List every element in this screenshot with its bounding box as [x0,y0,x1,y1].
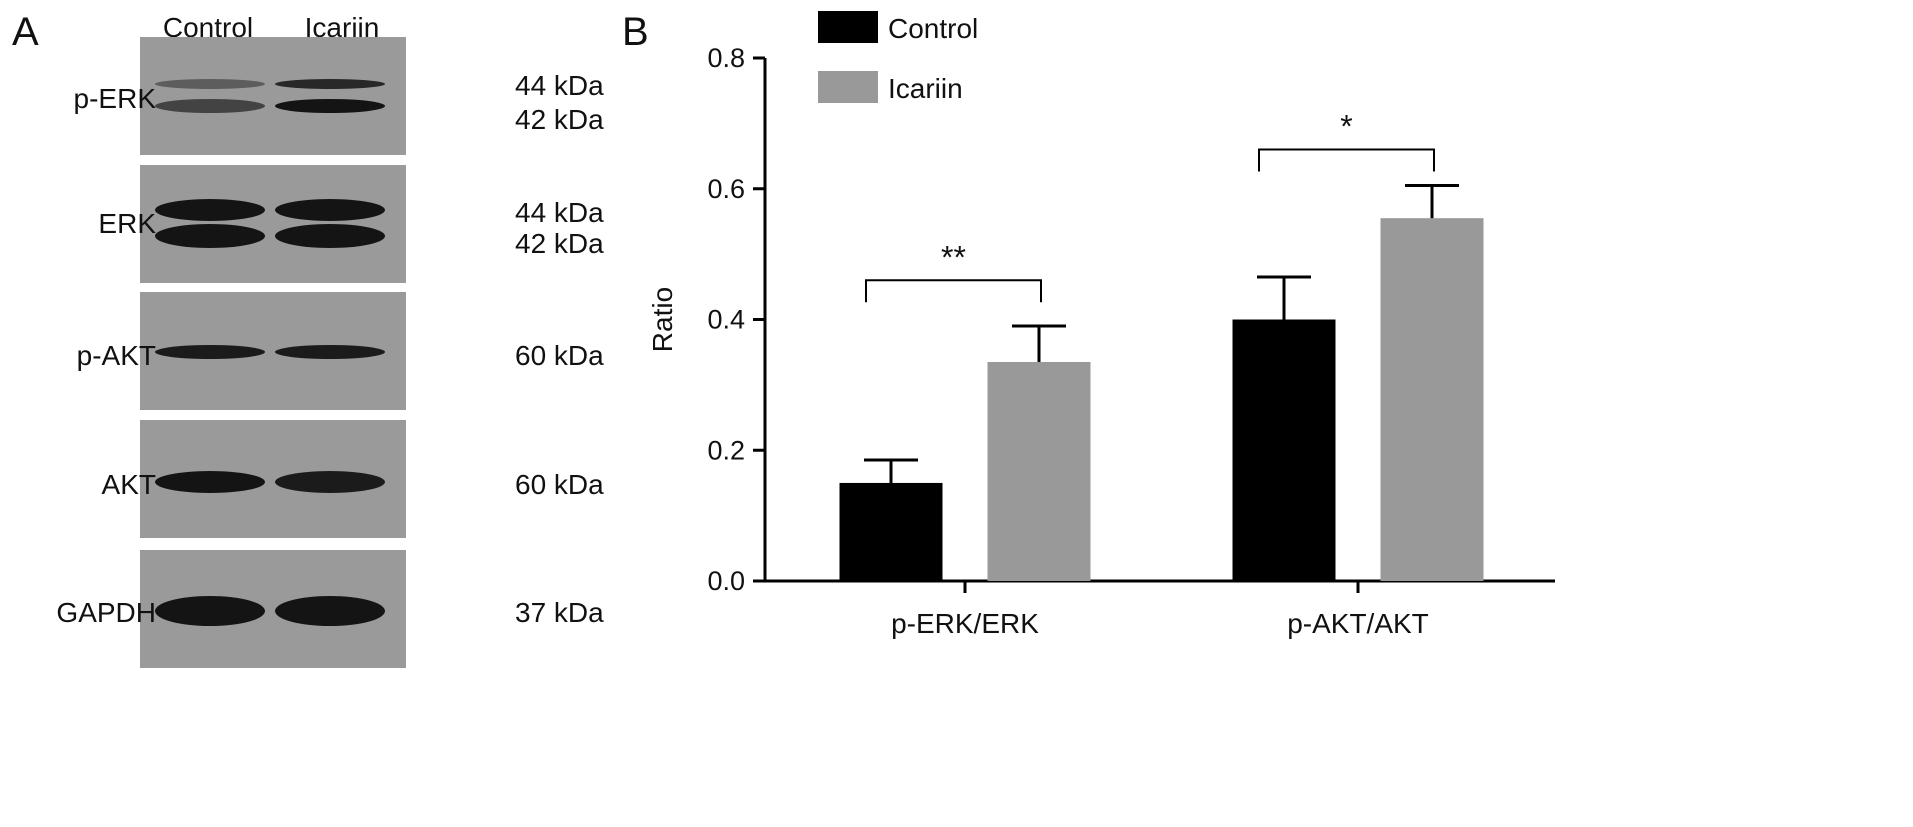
kda-marker-erk-44: 44 kDa [515,197,604,228]
legend-label-control: Control [888,13,978,44]
blot-label-p-akt: p-AKT [76,340,156,371]
y-axis-label: Ratio [647,287,678,352]
significance-bracket [1258,148,1435,172]
band-p-akt-60-icariin [275,345,385,359]
band-akt-60-control [155,471,265,493]
y-tick-label: 0.4 [707,305,745,335]
band-p-erk-44-control [155,79,265,89]
kda-marker-p-erk-44: 44 kDa [515,70,604,101]
panel-b-letter: B [622,10,649,54]
significance-label: * [1340,109,1352,145]
kda-marker-erk-42: 42 kDa [515,228,604,259]
blot-label-gapdh: GAPDH [56,597,156,628]
y-tick-label: 0.2 [707,435,745,465]
legend-swatch-icariin [818,71,878,103]
kda-marker-p-erk-42: 42 kDa [515,104,604,135]
band-p-erk-44-icariin [275,79,385,89]
x-tick-label: p-ERK/ERK [891,608,1039,639]
bar-icariin-p-akt-akt [1380,218,1484,581]
band-erk-42-icariin [275,224,385,248]
bar-control-p-akt-akt [1232,319,1336,581]
blot-membrane-erk [140,165,406,283]
panel-a-letter: A [12,10,39,54]
blot-membrane-p-erk [140,37,406,155]
band-akt-60-icariin [275,471,385,493]
y-tick-label: 0.6 [707,174,745,204]
bar-control-p-erk-erk [839,482,943,581]
y-tick-label: 0.8 [707,43,745,73]
legend-label-icariin: Icariin [888,73,963,104]
significance-bracket [865,279,1042,303]
band-p-akt-60-control [155,345,265,359]
band-erk-44-icariin [275,199,385,221]
band-erk-44-control [155,199,265,221]
band-erk-42-control [155,224,265,248]
western-blot [140,37,406,668]
kda-marker-akt-60: 60 kDa [515,469,604,500]
significance-label: ** [941,239,966,275]
kda-marker-p-akt-60: 60 kDa [515,340,604,371]
band-gapdh-37-icariin [275,596,385,626]
bar-icariin-p-erk-erk [987,361,1091,581]
x-tick-label: p-AKT/AKT [1287,608,1429,639]
kda-marker-gapdh-37: 37 kDa [515,597,604,628]
y-tick-label: 0.0 [707,566,745,596]
legend-swatch-control [818,11,878,43]
blot-label-erk: ERK [98,208,156,239]
band-p-erk-42-control [155,99,265,113]
band-gapdh-37-control [155,596,265,626]
blot-label-akt: AKT [101,469,156,500]
blot-label-p-erk: p-ERK [73,83,156,114]
band-p-erk-42-icariin [275,99,385,113]
